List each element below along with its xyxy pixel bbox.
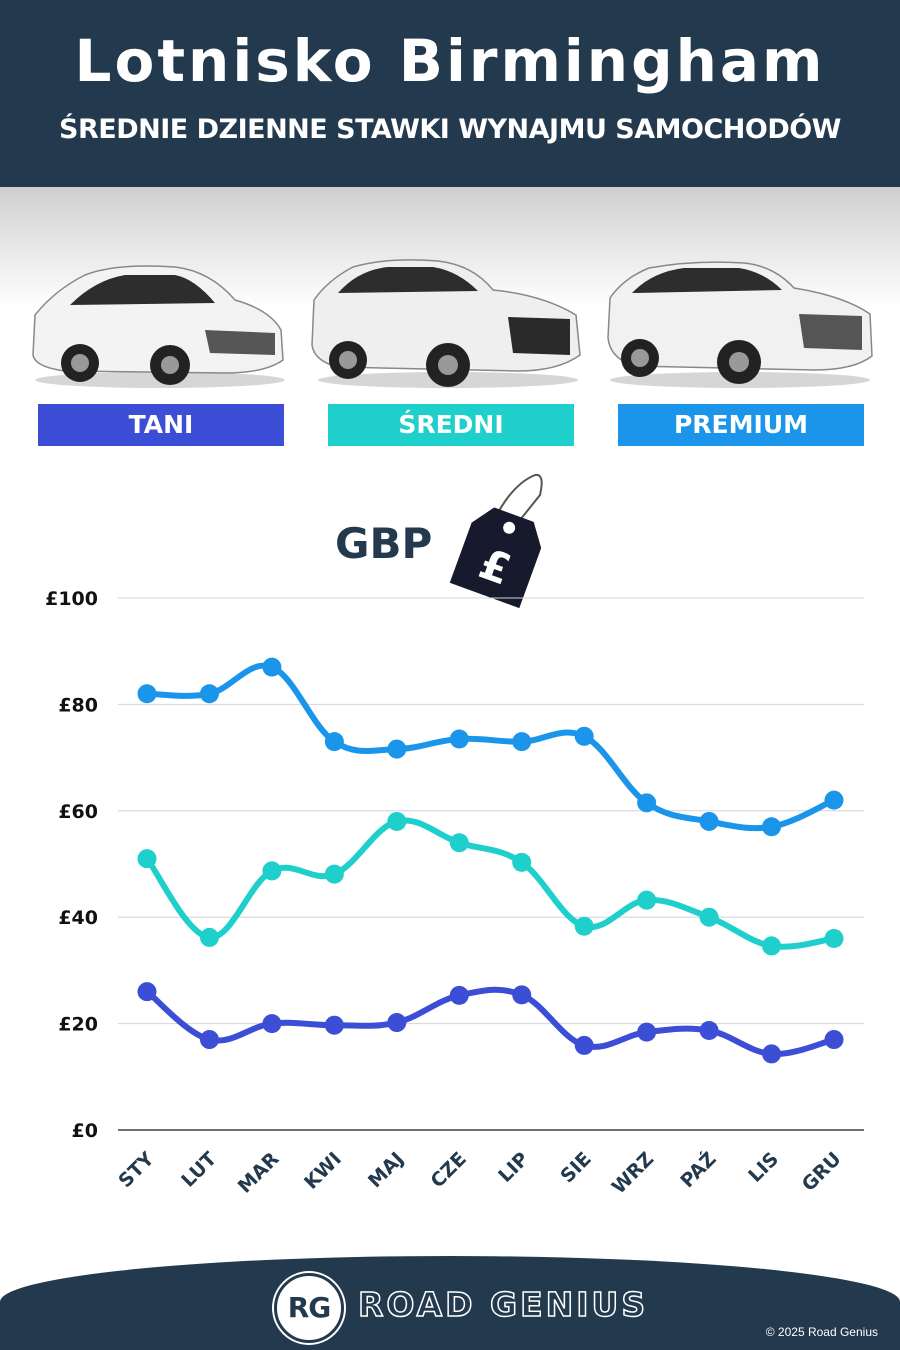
data-point <box>824 1030 844 1050</box>
data-point <box>699 907 719 927</box>
category-badge-sredni: ŚREDNI <box>328 404 574 446</box>
x-tick-label: WRZ <box>608 1148 658 1198</box>
x-tick-label: GRU <box>798 1148 846 1196</box>
data-point <box>387 739 407 759</box>
data-point <box>199 684 219 704</box>
hatchback-car-icon <box>32 265 285 388</box>
category-badge-tani: TANI <box>38 404 284 446</box>
data-point <box>449 729 469 749</box>
data-point <box>387 1013 407 1033</box>
copyright-text: © 2025 Road Genius <box>765 1325 878 1339</box>
data-point <box>574 1035 594 1055</box>
data-point <box>699 1021 719 1041</box>
data-point <box>449 985 469 1005</box>
x-tick-label: KWI <box>300 1148 346 1194</box>
series-line-premium <box>144 662 837 832</box>
data-point <box>137 849 157 869</box>
footer-banner <box>0 1256 900 1350</box>
data-point <box>262 657 282 677</box>
data-point <box>262 861 282 881</box>
data-point <box>137 982 157 1002</box>
premium-suv-car-icon <box>607 261 873 388</box>
data-point <box>512 852 532 872</box>
y-tick-label: £100 <box>45 588 98 610</box>
data-point <box>512 985 532 1005</box>
data-point <box>512 732 532 752</box>
y-tick-label: £80 <box>58 694 98 716</box>
data-point <box>324 732 344 752</box>
data-point <box>199 1030 219 1050</box>
x-tick-label: STY <box>114 1148 158 1192</box>
x-tick-label: MAJ <box>364 1148 408 1192</box>
data-point <box>387 811 407 831</box>
category-badge-premium: PREMIUM <box>618 404 864 446</box>
x-tick-label: LIS <box>744 1148 783 1187</box>
data-point <box>637 1022 657 1042</box>
data-point <box>637 890 657 910</box>
price-tag-icon: £ <box>449 473 543 609</box>
brand-name: ROAD GENIUS <box>357 1284 649 1325</box>
page-subtitle: ŚREDNIE DZIENNE STAWKI WYNAJMU SAMOCHODÓ… <box>59 114 841 145</box>
line-chart: GBP £ £0 £20 £40 £60 £80 £100 STY LUT MAR KWI MAJ… <box>45 473 864 1198</box>
data-point <box>762 1044 782 1064</box>
data-point <box>762 936 782 956</box>
x-tick-label: CZE <box>426 1148 470 1192</box>
currency-label: GBP <box>335 519 432 568</box>
header-banner: Lotnisko Birmingham ŚREDNIE DZIENNE STAW… <box>0 0 900 187</box>
data-point <box>574 916 594 936</box>
y-tick-label: £60 <box>58 801 98 823</box>
y-tick-label: £40 <box>58 907 98 929</box>
road-genius-logo: RG <box>274 1273 344 1343</box>
data-point <box>262 1014 282 1034</box>
series-line-średni <box>144 817 837 950</box>
data-point <box>199 927 219 947</box>
x-tick-label: LIP <box>494 1148 533 1187</box>
data-point <box>824 928 844 948</box>
data-point <box>762 817 782 837</box>
data-point <box>324 864 344 884</box>
data-point <box>824 790 844 810</box>
page-title: Lotnisko Birmingham <box>74 27 826 95</box>
data-point <box>637 793 657 813</box>
data-point <box>574 726 594 746</box>
data-point <box>699 811 719 831</box>
series-line-tani <box>144 986 837 1057</box>
logo-initials: RG <box>287 1291 332 1324</box>
suv-car-icon <box>311 259 581 388</box>
data-point <box>449 833 469 853</box>
data-point <box>137 684 157 704</box>
x-tick-label: PAŹ <box>676 1147 721 1192</box>
x-tick-label: MAR <box>234 1148 284 1198</box>
x-tick-label: LUT <box>177 1148 221 1192</box>
data-point <box>324 1015 344 1035</box>
y-tick-label: £20 <box>58 1014 98 1036</box>
x-tick-label: SIE <box>556 1148 595 1187</box>
y-tick-label: £0 <box>72 1120 98 1142</box>
